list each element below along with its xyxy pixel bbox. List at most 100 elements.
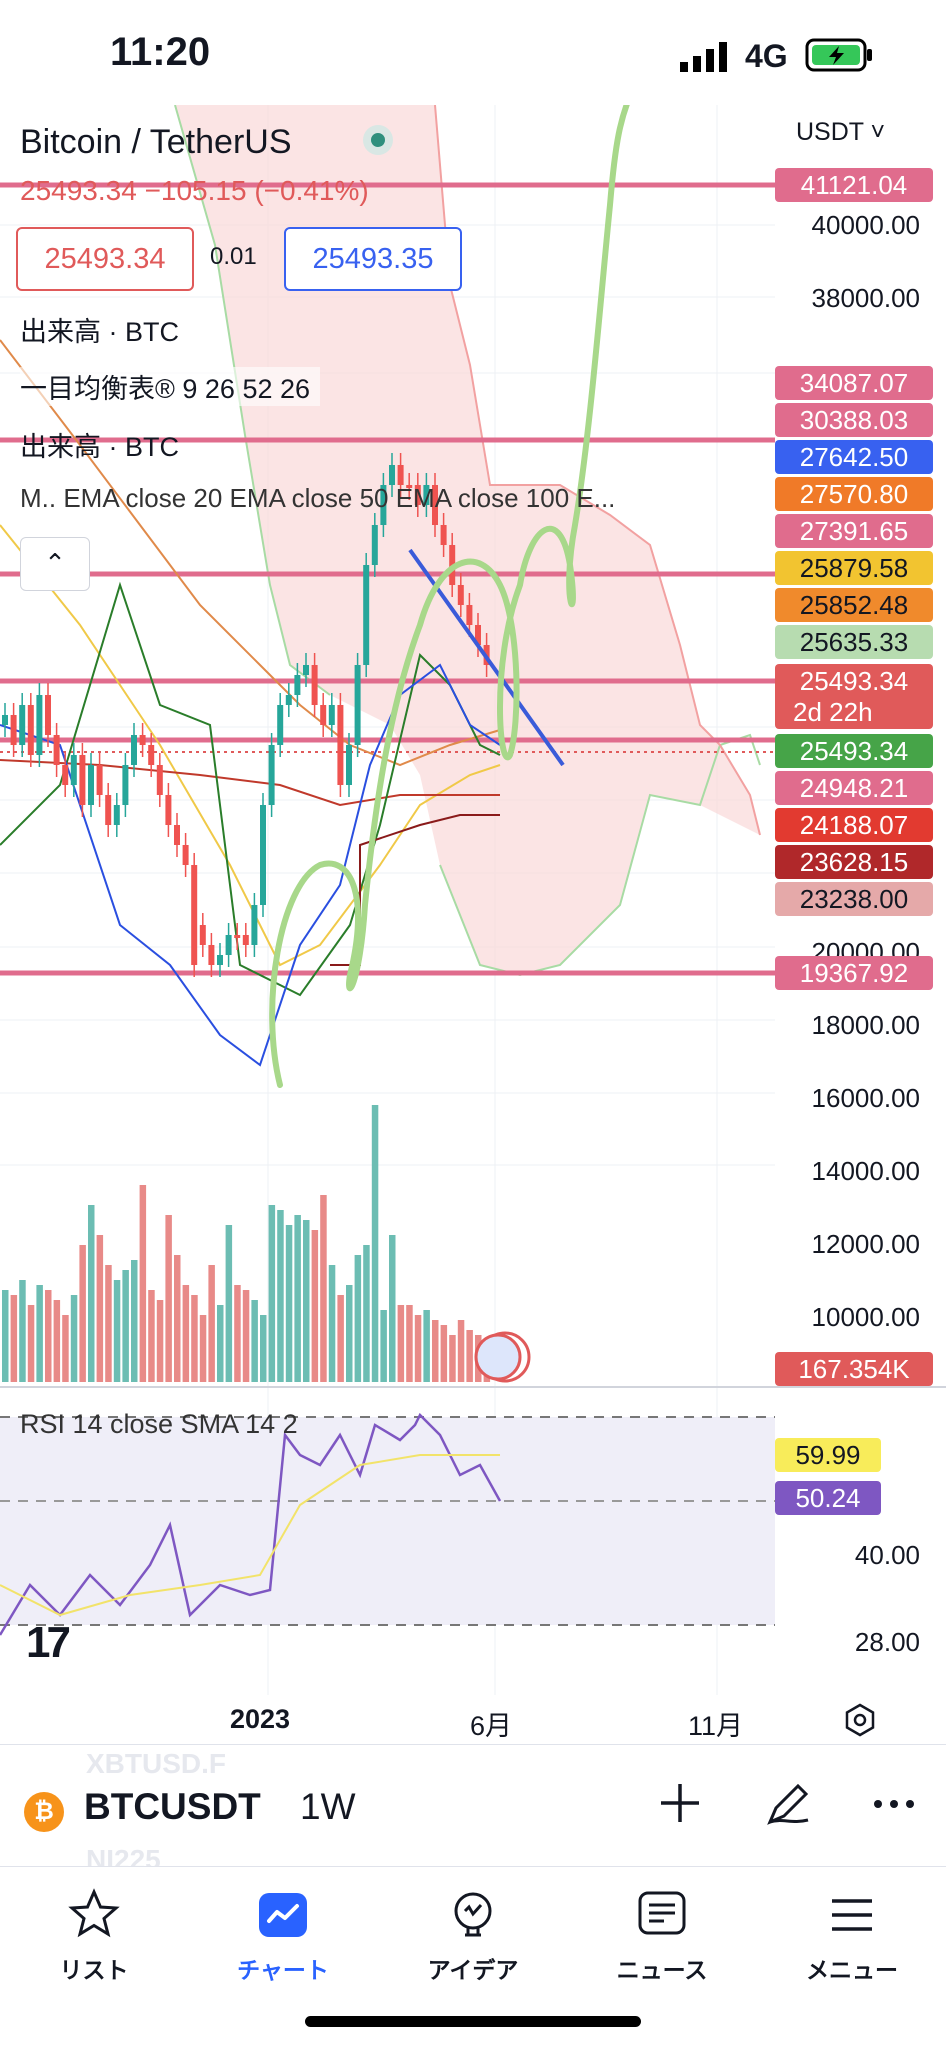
market-status-icon[interactable] [363,125,393,155]
volume-bar [70,1295,78,1382]
volume-bar [303,1220,310,1382]
price-change: 25493.34 −105.15 (−0.41%) [20,175,369,206]
candle [182,845,189,865]
collapse-legend-button[interactable]: ⌃ [20,537,90,591]
star-icon [68,1888,120,1938]
nav-item-news[interactable]: ニュース [582,1887,742,1985]
menu-icon [832,1899,872,1931]
rsi-value-tag: 50.24 [775,1481,881,1515]
candle [19,705,26,745]
price-tag: 25852.48 [775,588,933,622]
ghost-symbol: XBTUSD.F [86,1748,226,1779]
time-axis-label: 2023 [230,1704,291,1734]
candle [10,715,17,745]
hexagon-settings-icon[interactable] [842,1702,878,1738]
candle [475,625,481,645]
indicator-ichimoku[interactable]: 一目均衡表® 9 26 52 26 [20,367,321,406]
buy-price-button[interactable]: 25493.35 [284,227,462,291]
candle [88,765,94,805]
rsi-axis-label: 40.00 [854,1540,920,1570]
volume-bar [406,1305,413,1382]
volume-bar [251,1300,258,1382]
candle [371,525,378,565]
nav-item-list[interactable]: リスト [14,1887,174,1985]
rsi-axis-label: 28.00 [854,1627,920,1657]
indicator-volume[interactable]: 出来高 · BTC [20,317,179,347]
price-tag: 24948.21 [775,771,933,805]
volume-bar [45,1290,52,1382]
bitcoin-icon: ₿ [24,1792,64,1832]
nav-item-ideas[interactable]: アイデア [393,1887,553,1985]
volume-bar [96,1235,104,1382]
candle [251,905,258,945]
volume-bar [337,1295,344,1382]
volume-bar [88,1205,95,1382]
volume-bar [165,1215,172,1382]
volume-bar [432,1320,439,1382]
symbol-bar: XBTUSD.F ₿ BTCUSDT 1W NI225 [0,1748,946,1875]
nav-item-menu[interactable]: メニュー [772,1887,932,1985]
price-tag: 25879.58 [775,551,933,585]
volume-bar [363,1245,370,1382]
candle [277,705,284,745]
price-tag: 24188.07 [775,808,933,842]
drawing-tools-icon[interactable] [756,1778,820,1842]
volume-bar [113,1280,121,1382]
price-tag: 27642.50 [775,440,933,474]
time-axis-label: 6月 [470,1711,513,1741]
sell-price-button[interactable]: 25493.34 [16,227,194,291]
indicator-volume-2[interactable]: 出来高 · BTC [20,432,179,462]
candle [148,745,155,765]
volume-bar [285,1225,293,1382]
volume-bar [19,1280,26,1382]
nav-label: メニュー [806,1958,898,1984]
indicator-ema[interactable]: M.. EMA close 20 EMA close 50 EMA close … [20,483,616,513]
candle [165,795,172,825]
candle [234,935,241,938]
volume-bar [62,1315,69,1382]
symbol-selector[interactable]: BTCUSDT [84,1786,261,1827]
candle [294,675,301,695]
volume-bar [277,1210,284,1382]
candle [466,605,473,625]
chart-area[interactable] [0,105,946,1745]
candle [225,935,232,955]
spread-value: 0.01 [210,243,257,270]
nav-label: ニュース [616,1958,708,1984]
candle [303,665,309,675]
candle [346,745,352,785]
lightbulb-icon [454,1892,492,1937]
axis-label: 40000.00 [811,210,920,240]
price-tag: 25493.34 [775,734,933,768]
candle [414,485,421,505]
candle [2,715,8,725]
volume-bar [225,1225,233,1382]
volume-bar [354,1255,362,1382]
axis-label: 16000.00 [811,1083,920,1113]
symbol-title[interactable]: Bitcoin / TetherUS [20,123,292,161]
volume-bar [139,1185,147,1382]
price-tag: 23628.15 [775,845,933,879]
candle [423,485,430,505]
candle [156,765,163,795]
volume-bar [371,1105,379,1382]
interval-selector[interactable]: 1W [300,1786,356,1827]
candle [45,695,51,735]
volume-bar [242,1290,250,1382]
rsi-legend[interactable]: RSI 14 close SMA 14 2 [20,1409,298,1439]
price-tag: 25635.33 [775,625,933,659]
price-tag: 27570.80 [775,477,933,511]
add-icon[interactable] [648,1778,712,1842]
rsi-sma-tag: 59.99 [775,1438,881,1472]
volume-bar [2,1290,9,1382]
volume-bar [191,1295,198,1382]
volume-bar [320,1195,327,1382]
nav-item-chart[interactable]: チャート [203,1887,363,1985]
axis-label: 38000.00 [811,283,920,313]
volume-bar [268,1205,276,1382]
currency-selector[interactable]: USDT ˅ [796,118,886,146]
volume-bar [389,1235,396,1382]
volume-bar [122,1270,129,1382]
more-options-icon[interactable] [862,1778,926,1842]
axis-label: 12000.00 [811,1229,920,1259]
